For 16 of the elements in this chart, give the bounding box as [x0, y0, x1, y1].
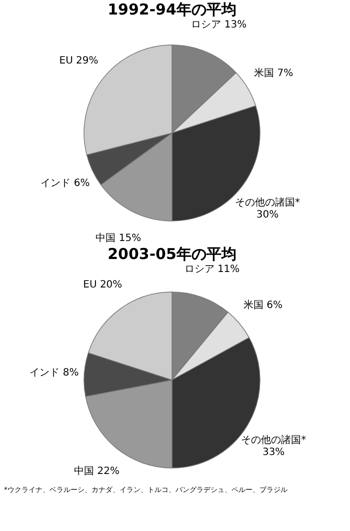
slice-label: ロシア 11%: [184, 264, 240, 275]
slice-label: インド 8%: [30, 368, 79, 379]
slice-label: インド 6%: [40, 178, 90, 190]
slice-label: 中国 15%: [96, 232, 142, 244]
data-label: 30%: [256, 209, 279, 220]
slice-label: 米国 6%: [243, 298, 282, 311]
chart-title: 2003-05年の平均: [108, 244, 236, 263]
slice-label: その他の諸国*: [234, 196, 300, 208]
data-label: 33%: [262, 447, 285, 458]
slice-label: 中国 22%: [74, 464, 120, 477]
slice-label: その他の諸国*: [241, 434, 306, 446]
chart-title: 1992-94年の平均: [108, 0, 236, 19]
slice-label: EU 20%: [83, 280, 122, 291]
slice-label: 米国 7%: [254, 66, 294, 79]
slice-label: EU 29%: [59, 56, 98, 67]
slice-label: ロシア 13%: [191, 20, 247, 31]
